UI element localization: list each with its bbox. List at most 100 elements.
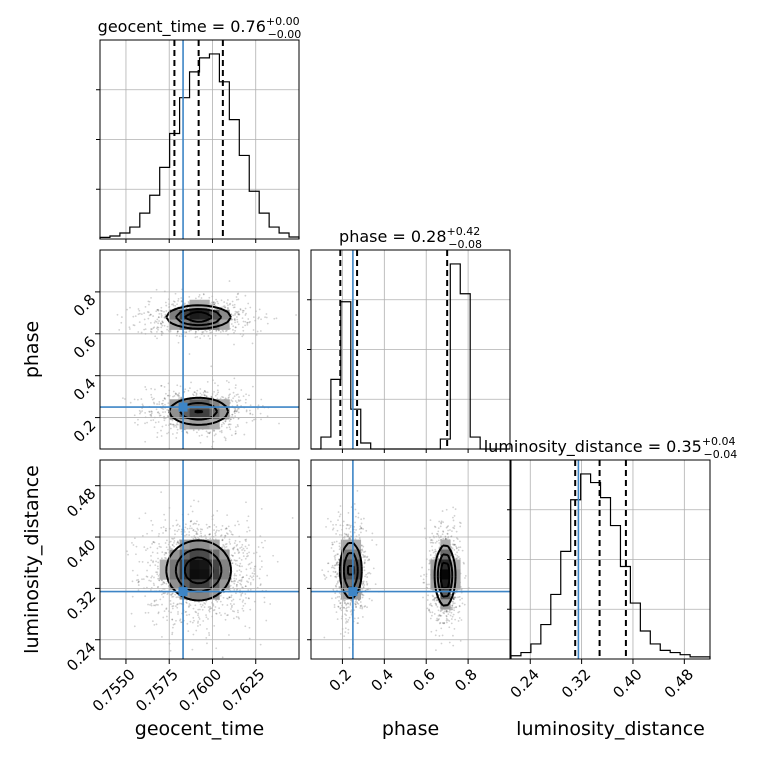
- sample-point: [216, 393, 219, 396]
- sample-point: [184, 302, 186, 305]
- sample-point: [137, 584, 140, 586]
- sample-point: [209, 431, 212, 434]
- density-cell: [169, 579, 180, 590]
- title-phase: phase = 0.28+0.42 −0.08: [339, 225, 482, 251]
- sample-point: [196, 527, 199, 530]
- sample-point: [225, 329, 228, 332]
- sample-point: [222, 396, 225, 399]
- sample-point: [455, 537, 458, 539]
- sample-point: [239, 308, 242, 310]
- sample-point: [203, 390, 206, 392]
- sample-point: [431, 599, 434, 601]
- sample-point: [439, 660, 441, 662]
- sample-point: [233, 410, 236, 413]
- sample-point: [334, 584, 337, 587]
- sample-point: [362, 580, 365, 583]
- sample-point: [195, 331, 197, 333]
- sample-point: [204, 602, 207, 605]
- sample-point: [213, 624, 216, 627]
- sample-point: [431, 605, 433, 607]
- sample-point: [179, 385, 182, 388]
- sample-point: [349, 524, 352, 527]
- sample-point: [237, 313, 240, 316]
- sample-point: [439, 621, 442, 624]
- sample-point: [233, 603, 235, 606]
- sample-point: [354, 508, 357, 511]
- sample-point: [171, 618, 174, 621]
- sample-point: [333, 541, 336, 544]
- sample-point: [238, 551, 241, 554]
- sample-point: [438, 635, 441, 637]
- sample-point: [332, 570, 335, 573]
- sample-point: [163, 610, 166, 613]
- sample-point: [237, 310, 240, 313]
- sample-point: [229, 428, 232, 431]
- sample-point: [124, 398, 126, 400]
- sample-point: [426, 583, 428, 586]
- sample-point: [444, 537, 447, 540]
- sample-point: [210, 331, 213, 334]
- sample-point: [452, 519, 455, 522]
- sample-point: [337, 561, 339, 564]
- sample-point: [192, 394, 195, 397]
- sample-point: [345, 604, 348, 606]
- sample-point: [230, 554, 233, 557]
- sample-point: [435, 629, 438, 632]
- sample-point: [355, 529, 357, 531]
- sample-point: [157, 557, 159, 560]
- sample-point: [343, 602, 346, 604]
- sample-point: [440, 609, 443, 612]
- sample-point: [237, 312, 240, 315]
- sample-point: [194, 391, 196, 394]
- sample-point: [231, 610, 234, 612]
- sample-point: [354, 600, 357, 603]
- sample-point: [150, 331, 153, 334]
- sample-point: [432, 589, 435, 592]
- sample-point: [233, 343, 235, 346]
- sample-point: [355, 605, 357, 608]
- sample-point: [437, 527, 440, 530]
- sample-point: [171, 633, 174, 636]
- sample-point: [159, 309, 162, 312]
- sample-point: [156, 318, 159, 321]
- sample-point: [246, 322, 249, 324]
- sample-point: [275, 317, 278, 320]
- sample-point: [205, 616, 208, 619]
- sample-point: [176, 330, 179, 333]
- sample-point: [226, 597, 228, 600]
- sample-point: [138, 309, 141, 312]
- sample-point: [222, 421, 225, 424]
- sample-point: [231, 604, 233, 607]
- sample-point: [228, 538, 231, 541]
- sample-point: [240, 593, 243, 596]
- sample-point: [363, 562, 366, 564]
- density-cell: [219, 579, 230, 590]
- sample-point: [234, 312, 237, 315]
- sample-point: [248, 626, 251, 629]
- sample-point: [132, 315, 135, 318]
- sample-point: [224, 397, 227, 400]
- sample-point: [428, 610, 431, 612]
- sample-point: [205, 523, 208, 526]
- sample-point: [226, 604, 229, 606]
- sample-point: [236, 548, 239, 551]
- sample-point: [229, 603, 232, 605]
- sample-point: [234, 524, 237, 527]
- sample-point: [197, 625, 199, 627]
- sample-point: [200, 605, 203, 608]
- sample-point: [163, 397, 166, 400]
- sample-point: [186, 622, 189, 625]
- contour-line: [175, 307, 223, 421]
- sample-point: [162, 453, 164, 455]
- sample-point: [245, 568, 248, 571]
- sample-point: [347, 628, 350, 631]
- sample-point: [354, 521, 356, 524]
- sample-point: [157, 316, 160, 319]
- sample-point: [202, 293, 205, 296]
- sample-point: [209, 605, 211, 608]
- sample-point: [220, 299, 223, 302]
- sample-point: [368, 597, 371, 600]
- sample-point: [230, 608, 232, 610]
- sample-point: [248, 562, 251, 565]
- sample-point: [149, 564, 152, 567]
